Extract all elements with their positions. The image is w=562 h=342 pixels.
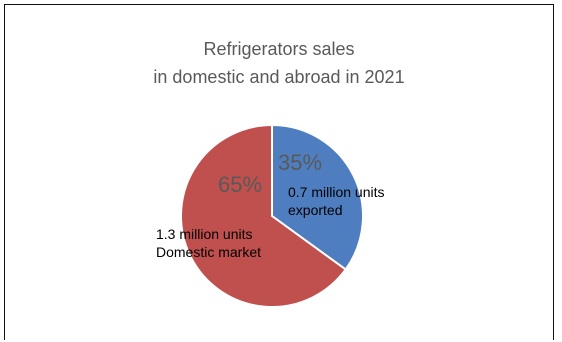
slice-2-percent-label: 65% bbox=[218, 172, 262, 197]
pie-slice-1 bbox=[271, 123, 364, 271]
pie-slice-2 bbox=[180, 123, 348, 308]
chart-title-line-2: in domestic and abroad in 2021 bbox=[153, 67, 405, 87]
slice-1-label-line-2: exported bbox=[288, 202, 342, 218]
slice-1-percent-label: 35% bbox=[278, 150, 322, 175]
slice-1-label-line-1: 0.7 million units bbox=[288, 184, 385, 200]
chart-title-line-1: Refrigerators sales bbox=[203, 39, 355, 59]
slice-2-label-line-2: Domestic market bbox=[156, 244, 261, 260]
slice-2-label-line-1: 1.3 million units bbox=[156, 226, 253, 242]
